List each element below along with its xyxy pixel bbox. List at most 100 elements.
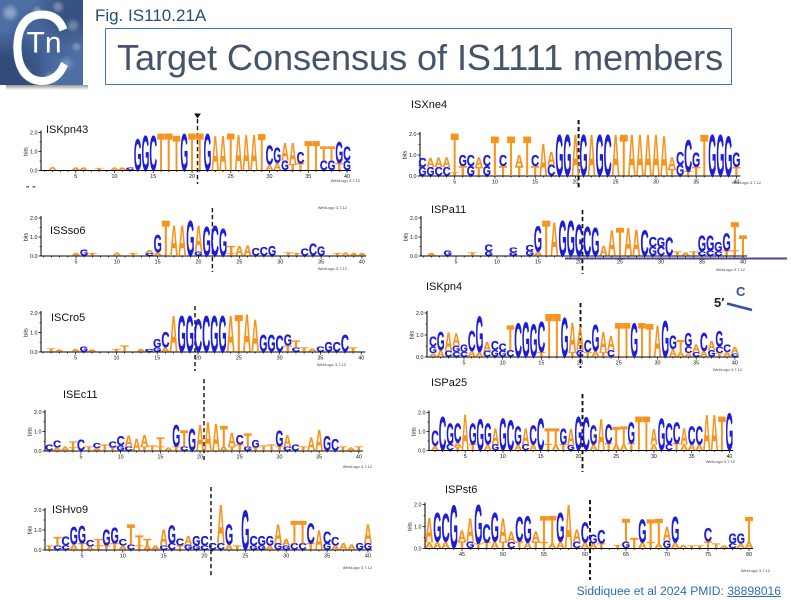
svg-text:A: A — [113, 252, 122, 258]
svg-text:25: 25 — [228, 174, 234, 180]
svg-text:G: G — [178, 306, 186, 363]
svg-text:5: 5 — [74, 260, 77, 266]
svg-text:A: A — [685, 353, 694, 359]
svg-text:A: A — [427, 155, 435, 170]
svg-text:A: A — [342, 252, 352, 257]
svg-text:A: A — [688, 443, 696, 452]
svg-text:A: A — [679, 544, 688, 550]
svg-text:T: T — [299, 447, 308, 453]
svg-text:A: A — [145, 249, 154, 255]
svg-text:G: G — [153, 337, 161, 351]
svg-text:T: T — [300, 348, 309, 354]
svg-text:T: T — [349, 348, 359, 354]
svg-text:ISHvo9: ISHvo9 — [52, 504, 88, 516]
svg-text:T: T — [78, 542, 87, 552]
svg-text:G: G — [275, 426, 283, 452]
svg-text:C: C — [145, 253, 155, 257]
svg-text:A: A — [111, 166, 119, 171]
svg-text:C: C — [301, 248, 310, 259]
svg-text:T: T — [176, 546, 185, 552]
svg-text:T: T — [275, 447, 284, 453]
svg-text:T: T — [515, 540, 523, 551]
svg-text:15: 15 — [535, 260, 541, 266]
svg-text:A: A — [700, 350, 708, 359]
svg-text:T: T — [355, 447, 364, 453]
svg-text:T: T — [148, 444, 157, 453]
svg-text:G: G — [469, 417, 477, 451]
svg-text:G: G — [724, 125, 732, 188]
svg-text:T: T — [684, 171, 693, 178]
svg-text:T: T — [523, 125, 531, 188]
svg-text:A: A — [72, 349, 81, 353]
svg-text:G: G — [70, 524, 78, 551]
svg-text:A: A — [650, 424, 658, 449]
svg-text:C: C — [331, 436, 339, 455]
svg-text:T: T — [129, 253, 137, 257]
svg-text:G: G — [590, 419, 598, 450]
svg-text:A: A — [169, 306, 177, 363]
svg-text:2.0: 2.0 — [414, 502, 422, 508]
svg-text:C: C — [584, 336, 592, 356]
svg-text:A: A — [227, 306, 235, 363]
svg-text:T: T — [491, 125, 499, 188]
svg-text:T: T — [542, 211, 550, 267]
svg-text:ISPa25: ISPa25 — [431, 377, 467, 389]
svg-text:T: T — [507, 319, 515, 358]
svg-text:T: T — [655, 513, 663, 552]
svg-text:C: C — [291, 443, 299, 453]
svg-text:G: G — [204, 124, 212, 182]
svg-text:T: T — [95, 167, 104, 171]
svg-text:A: A — [178, 218, 186, 266]
svg-text:G: G — [658, 409, 666, 460]
svg-text:35: 35 — [693, 180, 699, 186]
svg-text:T: T — [731, 214, 739, 260]
svg-text:C: C — [292, 348, 300, 354]
svg-text:0.0: 0.0 — [409, 174, 417, 180]
svg-text:C: C — [483, 521, 491, 549]
svg-text:G: G — [492, 443, 500, 452]
svg-text:C: C — [341, 331, 349, 358]
svg-text:15: 15 — [161, 554, 167, 560]
svg-text:A: A — [228, 430, 236, 452]
svg-text:C: C — [53, 440, 62, 451]
svg-text:T: T — [597, 543, 605, 550]
svg-text:A: A — [458, 528, 467, 545]
svg-text:bits: bits — [24, 147, 30, 156]
svg-text:T: T — [692, 165, 701, 179]
svg-text:A: A — [565, 493, 573, 562]
svg-text:G: G — [429, 345, 437, 356]
svg-text:T: T — [312, 133, 320, 179]
svg-text:T: T — [643, 407, 651, 461]
svg-text:G: G — [579, 125, 587, 189]
svg-text:C: C — [714, 252, 722, 258]
svg-text:G: G — [210, 306, 218, 363]
svg-text:T: T — [180, 426, 188, 452]
svg-text:T: T — [475, 165, 484, 179]
svg-text:G: G — [317, 245, 325, 259]
svg-text:G: G — [180, 124, 188, 182]
svg-text:G: G — [706, 231, 714, 256]
svg-text:G: G — [526, 251, 534, 258]
svg-text:10: 10 — [114, 260, 120, 266]
svg-text:G: G — [575, 217, 583, 266]
svg-text:A: A — [466, 512, 474, 549]
svg-text:T: T — [474, 543, 482, 550]
svg-text:A: A — [539, 135, 547, 186]
svg-text:G: G — [219, 222, 227, 265]
svg-text:10: 10 — [120, 554, 126, 560]
svg-text:55: 55 — [541, 552, 547, 558]
svg-text:A: A — [364, 519, 372, 550]
svg-text:T: T — [731, 251, 741, 258]
svg-text:C: C — [509, 248, 517, 255]
svg-text:T: T — [451, 121, 459, 184]
svg-text:5′: 5′ — [714, 295, 724, 310]
svg-text:WebLogo 3.7.12: WebLogo 3.7.12 — [732, 180, 762, 185]
svg-text:C: C — [641, 224, 649, 264]
svg-text:A: A — [220, 447, 228, 453]
svg-text:A: A — [211, 126, 219, 181]
svg-text:20: 20 — [195, 356, 201, 362]
svg-text:C: C — [526, 244, 534, 253]
svg-text:T: T — [545, 302, 553, 370]
svg-text:C: C — [439, 407, 447, 461]
svg-text:T: T — [69, 440, 78, 450]
